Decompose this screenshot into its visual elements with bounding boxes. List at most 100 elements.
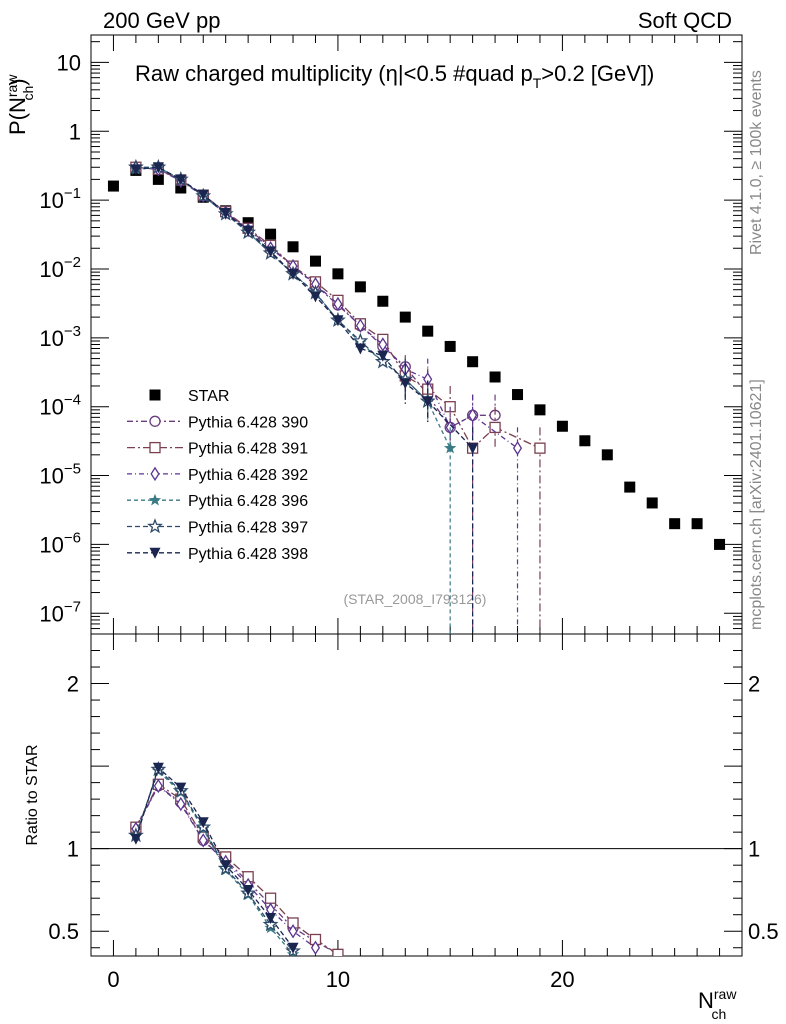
series-0 — [107, 164, 726, 550]
ratio-line — [135, 783, 339, 955]
series-line — [135, 166, 474, 449]
legend-marker — [149, 547, 161, 559]
data-point — [512, 440, 523, 456]
legend: STAR Pythia 6.428 390 Pythia 6.428 391 Pyth… — [127, 388, 308, 563]
y-tick-label: 1 — [69, 119, 81, 144]
legend-item: Pythia 6.428 390 — [127, 414, 308, 431]
ratio-point — [332, 948, 344, 956]
y-tick-label: 10−4 — [39, 392, 81, 420]
ratio-point — [198, 833, 208, 848]
ratio-y-tick-label-right: 0.5 — [748, 919, 779, 944]
legend-label: Pythia 6.428 396 — [188, 493, 308, 510]
ratio-point — [176, 796, 186, 812]
data-point — [287, 268, 299, 280]
legend-item: Pythia 6.428 397 — [127, 518, 308, 537]
data-point — [624, 481, 636, 493]
data-point — [556, 420, 568, 432]
data-point — [107, 180, 119, 192]
series-4 — [129, 160, 457, 634]
data-point — [422, 396, 434, 408]
y-tick-label: 10−1 — [39, 185, 81, 213]
legend-label: Pythia 6.428 391 — [188, 441, 308, 458]
data-point — [354, 281, 366, 293]
legend-label: Pythia 6.428 398 — [188, 546, 308, 563]
series-6 — [130, 162, 479, 634]
ratio-series-5 — [130, 762, 299, 954]
data-point — [355, 318, 365, 333]
data-point — [489, 421, 501, 434]
data-point — [175, 174, 187, 186]
data-point — [512, 389, 524, 401]
ratio-point — [175, 782, 187, 794]
ratio-line — [135, 784, 339, 955]
y-tick-label: 10−5 — [39, 461, 81, 489]
x-tick-label: 10 — [326, 967, 350, 992]
legend-item: Pythia 6.428 396 — [127, 493, 308, 510]
data-point — [669, 518, 681, 530]
legend-item: Pythia 6.428 391 — [127, 441, 308, 458]
data-point — [130, 164, 142, 176]
chart-title: Raw charged multiplicity (η|<0.5 #quad p… — [135, 61, 654, 91]
ratio-point — [265, 913, 277, 925]
ratio-point — [152, 762, 164, 774]
data-point — [467, 443, 479, 455]
series-5 — [127, 158, 436, 422]
data-point — [377, 295, 389, 307]
data-point — [309, 291, 321, 303]
data-point — [378, 337, 388, 352]
data-point — [443, 441, 457, 454]
y-axis-label: P(Nrawch) — [4, 74, 36, 135]
ratio-point — [264, 892, 277, 904]
legend-item: Pythia 6.428 392 — [127, 466, 308, 484]
data-point — [332, 268, 344, 280]
data-point — [354, 343, 366, 355]
ratio-point — [242, 884, 254, 896]
data-point — [468, 408, 478, 423]
y-tick-label: 10−2 — [39, 254, 81, 282]
ratio-series-4 — [127, 761, 301, 956]
data-point — [265, 228, 277, 240]
legend-item: Pythia 6.428 398 — [127, 546, 308, 563]
legend-label: Pythia 6.428 390 — [188, 414, 308, 431]
legend-label: Pythia 6.428 392 — [188, 467, 308, 484]
y-tick-label: 10−6 — [39, 529, 81, 557]
ratio-point — [310, 940, 321, 955]
legend-marker — [149, 389, 161, 401]
data-point — [489, 371, 501, 383]
data-point — [333, 296, 343, 312]
ratio-point — [130, 833, 142, 845]
data-point — [152, 173, 164, 185]
data-point — [242, 225, 254, 237]
y-tick-label: 10−3 — [39, 323, 81, 351]
legend-item: STAR — [149, 388, 229, 405]
ratio-y-tick-label: 0.5 — [48, 919, 79, 944]
ratio-y-tick-label: 2 — [67, 672, 79, 697]
header-left: 200 GeV pp — [103, 8, 220, 33]
data-point — [399, 311, 411, 323]
ratio-series-3 — [129, 764, 300, 956]
ratio-y-axis-label: Ratio to STAR — [24, 744, 41, 845]
legend-marker — [149, 415, 161, 427]
data-point — [467, 356, 479, 368]
ratio-point — [288, 924, 298, 939]
y-tick-label: 10 — [57, 50, 81, 75]
data-point — [422, 325, 434, 337]
main-series-layer — [107, 158, 726, 634]
data-point — [220, 208, 232, 220]
ratio-y-tick-label-right: 2 — [748, 672, 760, 697]
data-point — [265, 246, 277, 258]
ratio-y-tick-label-right: 1 — [748, 837, 760, 862]
axis-ticks: 0 10 20 10 1 10−1 10−2 10−3 10−4 10−5 10−6 10−7 2 2 1 1… — [39, 35, 779, 992]
data-point — [646, 497, 658, 509]
ratio-plot-frame — [90, 633, 743, 957]
data-point — [714, 538, 726, 550]
data-point — [197, 189, 209, 201]
analysis-watermark: (STAR_2008_I793126) — [344, 591, 487, 607]
mcplots-note: mcplots.cern.ch [arXiv:2401.10621] — [748, 379, 765, 630]
legend-marker — [149, 441, 161, 454]
ratio-series-layer — [127, 761, 344, 956]
data-point — [534, 442, 546, 454]
data-point — [309, 255, 321, 267]
data-point — [691, 518, 703, 530]
header-right: Soft QCD — [638, 8, 732, 33]
